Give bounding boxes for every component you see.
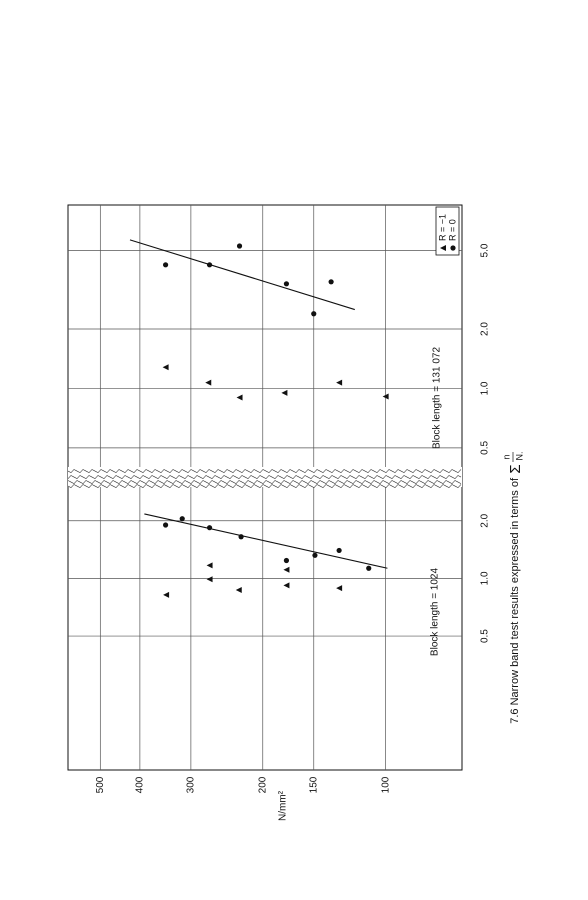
legend-marker [450,245,456,251]
caption: 7.6 Narrow band test results expressed i… [509,477,521,724]
triangle-point [163,591,170,598]
circle-point [328,279,334,285]
circle-point [283,281,290,287]
circle-point [283,557,290,564]
x-tick-label: 5.0 [480,243,491,257]
triangle-point [281,389,288,396]
circle-point [366,565,372,571]
annotation: Block length = 1024 [430,568,441,657]
y-tick-label: 500 [95,776,106,793]
y-tick-label: 150 [308,776,319,793]
break-line [67,475,462,480]
x-tick-label: 1.0 [480,571,491,585]
legend-marker [440,245,446,251]
circle-point [238,534,244,540]
break-line [67,480,462,485]
circle-point [179,516,185,522]
x-tick-label: 2.0 [480,322,491,336]
x-tick-label: 0.5 [480,629,491,643]
triangle-point [382,393,389,400]
circle-point [336,547,342,554]
x-tick-label: 2.0 [480,513,491,527]
circle-point [206,262,213,268]
legend-label: R = 0 [447,219,457,241]
caption-symbol: Σ [507,464,524,473]
triangle-point [236,394,243,401]
triangle-point [283,566,290,573]
fit-line [129,239,355,311]
circle-point [236,243,243,249]
y-axis-label: N/mm² [278,790,289,821]
triangle-point [283,582,290,589]
triangle-point [336,585,343,592]
circle-point [206,525,213,531]
x-tick-label: 1.0 [480,381,491,395]
y-tick-label: 300 [186,776,197,793]
legend-box [435,206,460,256]
triangle-point [235,586,242,593]
y-tick-label: 200 [257,776,268,793]
x-tick-label: 0.5 [480,440,491,454]
triangle-point [162,364,169,371]
plot-frame [67,204,463,771]
triangle-point [205,379,212,386]
caption-denominator: N. [514,452,524,461]
annotation: Block length = 131 072 [432,347,443,449]
triangle-point [206,576,213,583]
y-tick-label: 100 [380,776,391,793]
caption-numerator: n [501,454,511,459]
circle-point [312,552,318,558]
break-line [67,469,462,474]
legend-label: R = −1 [437,214,447,241]
circle-point [311,311,317,317]
triangle-point [336,379,343,386]
y-tick-label: 400 [135,776,146,793]
fit-line [144,513,388,569]
break-line [67,484,462,489]
triangle-point [206,562,213,569]
circle-point [162,262,169,268]
circle-point [162,522,169,528]
